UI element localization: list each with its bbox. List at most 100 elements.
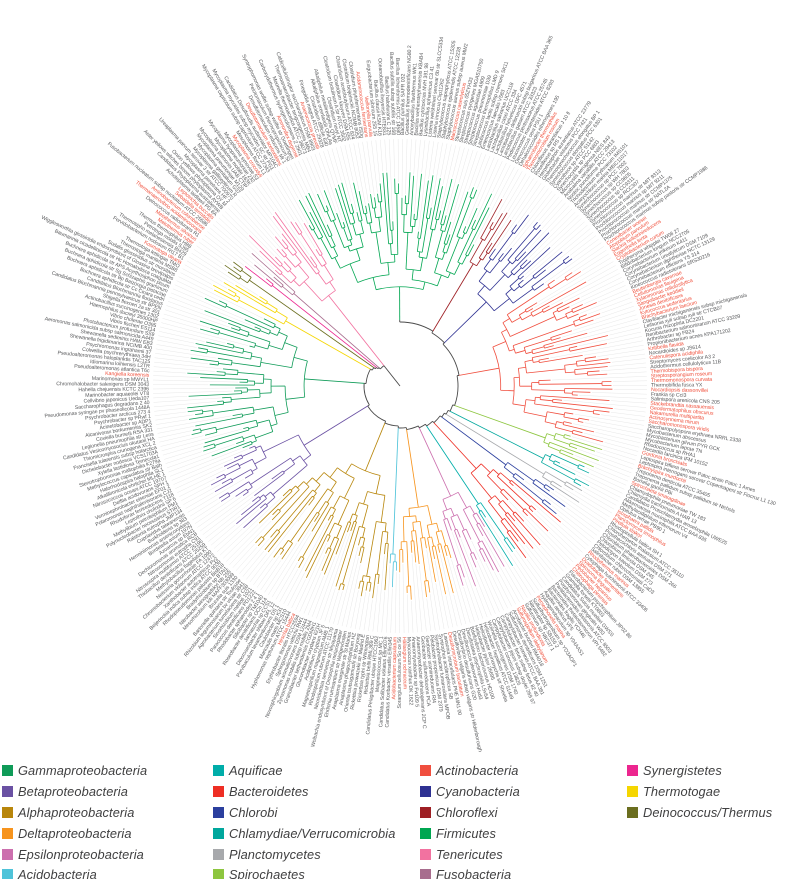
branch [500,247,512,262]
branch [377,574,380,585]
branch [406,429,419,508]
branch [534,269,546,279]
leaf-spoke [574,490,612,514]
branch [526,308,534,313]
leaf-spoke [162,443,204,456]
leaf-spoke [445,595,454,628]
branch [228,288,237,295]
legend-swatch-cyanobacteria [420,785,431,797]
branch [566,481,583,492]
branch [347,246,351,252]
branch [237,372,264,376]
branch [462,226,467,233]
leaf-spoke [216,528,243,553]
branch-arc [406,425,419,430]
leaf-spoke [414,139,421,213]
taxon-label: Marinomonas sp MWYL1 [92,376,150,383]
leaf-spoke [191,253,259,296]
legend-swatch-tenericutes [420,848,431,860]
branch [469,239,483,263]
branch [456,514,465,531]
leaf-spoke [182,268,213,285]
branch [320,254,327,264]
branch [572,391,591,393]
branch [440,224,443,231]
clade-cyanobacteria [444,214,573,344]
branch [471,219,476,229]
leaf-spoke [570,281,624,307]
leaf-spoke [447,557,467,625]
branch [294,222,303,233]
branch [443,215,447,226]
branch [512,259,517,265]
leaf-spoke [533,549,557,578]
leaf-spoke [591,392,647,395]
branch [384,543,386,555]
branch [443,221,452,244]
taxon-label: Bacillus licheniformis ATCC 14580 [394,58,401,135]
branch [254,345,268,350]
branch [199,320,248,337]
leaf-spoke [260,560,282,591]
leaf-spoke [153,390,233,394]
branch [478,522,505,567]
branch [545,454,551,458]
branch [534,283,545,291]
taxon-label: Idiomarina loihiensis L2TR [90,359,150,370]
branch-arc [433,415,441,424]
leaf-spoke [274,173,304,222]
branch [431,546,436,559]
legend-swatch-betaproteobacteria [2,785,13,797]
leaf-spoke [295,542,328,610]
leaf-spoke [458,148,469,183]
branch [373,207,377,218]
branch [228,322,241,329]
leaf-spoke [524,225,588,280]
legend-item-deltaproteobacteria: Deltaproteobacteria [2,823,147,844]
branch [509,349,515,352]
branch [251,355,262,359]
branch [545,484,555,491]
clade-aquificae [426,425,516,566]
branch [225,373,238,376]
leaf-spoke [248,190,282,233]
leaf-spoke [234,202,276,248]
branch [330,235,336,247]
branch [244,473,254,479]
branch [354,502,360,515]
branch [326,211,332,222]
branch [272,215,317,275]
legend-swatch-deltaproteobacteria [2,827,13,839]
branch [272,285,377,368]
leaf-spoke [550,340,643,359]
branch [274,212,316,268]
legend-item-alphaproteobacteria: Alphaproteobacteria [2,802,147,823]
leaf-spoke [415,563,423,633]
leaf-spoke [324,587,336,622]
taxon-label: Magnetococcus sp MC 1 [375,636,385,692]
branch [350,521,355,532]
branch [386,532,389,544]
leaf-spoke [174,284,204,298]
branch [337,500,350,525]
leaf-spoke [290,164,306,195]
leaf-spoke [590,420,644,430]
branch [284,342,298,348]
legend-swatch-fusobacteria [420,869,431,879]
leaf-spoke [350,590,359,629]
branch [436,274,442,286]
branch [323,190,336,220]
leaf-spoke [154,357,209,365]
leaf-spoke [452,146,461,178]
branch [457,228,474,263]
branch [379,201,383,217]
leaf-spoke [178,276,263,319]
leaf-spoke [513,566,532,596]
leaf-spoke [362,141,371,193]
branch [303,405,368,446]
branch [247,486,253,491]
branch [254,472,285,497]
leaf-spoke [614,408,646,413]
branch [467,244,475,257]
leaf-spoke [202,496,254,535]
